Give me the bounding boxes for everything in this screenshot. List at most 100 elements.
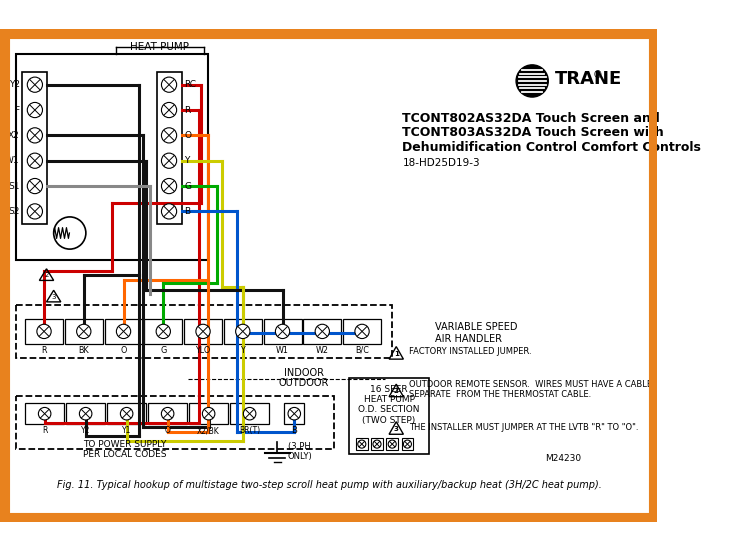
Text: RC: RC — [184, 80, 196, 89]
Circle shape — [27, 77, 43, 92]
Bar — [144, 319, 182, 344]
Text: 2: 2 — [44, 272, 49, 278]
Circle shape — [516, 65, 548, 97]
Text: W1: W1 — [5, 156, 20, 165]
Bar — [148, 403, 187, 424]
Circle shape — [358, 440, 366, 448]
Circle shape — [37, 324, 51, 338]
Text: TCONT802AS32DA Touch Screen and: TCONT802AS32DA Touch Screen and — [403, 112, 660, 125]
Text: Y: Y — [240, 345, 245, 355]
Bar — [66, 403, 105, 424]
Text: 2: 2 — [394, 388, 398, 395]
Circle shape — [404, 440, 412, 448]
Text: O: O — [165, 426, 171, 435]
Text: M24230: M24230 — [545, 454, 581, 463]
Text: S2: S2 — [8, 207, 20, 216]
Circle shape — [162, 407, 174, 420]
Text: OUTDOOR: OUTDOOR — [279, 379, 329, 388]
Circle shape — [276, 324, 290, 338]
Circle shape — [27, 179, 43, 193]
Circle shape — [202, 407, 215, 420]
Circle shape — [162, 204, 176, 219]
Circle shape — [156, 324, 171, 338]
Circle shape — [76, 324, 91, 338]
Circle shape — [373, 440, 381, 448]
Text: BR(T): BR(T) — [239, 426, 260, 435]
Circle shape — [162, 77, 176, 92]
Bar — [16, 396, 334, 450]
Text: Dehumidification Control Comfort Controls: Dehumidification Control Comfort Control… — [403, 141, 701, 154]
Text: W2: W2 — [316, 345, 329, 355]
Bar — [104, 319, 143, 344]
Text: X2: X2 — [8, 131, 20, 140]
Bar — [16, 54, 209, 260]
Circle shape — [38, 407, 51, 420]
Text: R: R — [42, 426, 47, 435]
Text: INDOOR: INDOOR — [284, 369, 324, 379]
Text: O: O — [184, 131, 191, 140]
Circle shape — [288, 407, 301, 420]
Circle shape — [162, 128, 176, 143]
Text: 18-HD25D19-3: 18-HD25D19-3 — [403, 158, 480, 168]
Text: 1: 1 — [394, 351, 398, 356]
Circle shape — [388, 440, 396, 448]
Text: G: G — [184, 182, 191, 191]
Bar — [22, 72, 47, 224]
Bar — [371, 438, 383, 450]
Text: OUTDOOR REMOTE SENSOR.  WIRES MUST HAVE A CABLE
SEPARATE  FROM THE THERMOSTAT CA: OUTDOOR REMOTE SENSOR. WIRES MUST HAVE A… — [409, 380, 652, 399]
Circle shape — [27, 102, 43, 117]
Bar — [401, 438, 413, 450]
Text: Y2: Y2 — [81, 426, 90, 435]
Text: YLO: YLO — [196, 345, 211, 355]
Bar — [189, 403, 229, 424]
Text: Y1: Y1 — [122, 426, 132, 435]
Text: 16 SEER
HEAT PUMP
O.D. SECTION
(TWO STEP): 16 SEER HEAT PUMP O.D. SECTION (TWO STEP… — [359, 385, 420, 425]
Circle shape — [162, 179, 176, 193]
Text: TO POWER SUPPLY
PER LOCAL CODES: TO POWER SUPPLY PER LOCAL CODES — [84, 440, 167, 459]
Bar — [304, 319, 341, 344]
Bar — [356, 438, 368, 450]
Circle shape — [79, 407, 92, 420]
Text: O: O — [121, 345, 126, 355]
Circle shape — [116, 324, 131, 338]
Circle shape — [54, 217, 86, 249]
Text: R: R — [184, 106, 190, 115]
Text: TCONT803AS32DA Touch Screen with: TCONT803AS32DA Touch Screen with — [403, 126, 664, 139]
Bar — [65, 319, 103, 344]
Circle shape — [243, 407, 256, 420]
Text: THE INSTALLER MUST JUMPER AT THE LVTB "R" TO "O".: THE INSTALLER MUST JUMPER AT THE LVTB "R… — [409, 423, 638, 431]
Text: Y: Y — [184, 156, 190, 165]
Text: 3: 3 — [394, 426, 398, 432]
Text: R: R — [41, 345, 47, 355]
Text: Fig. 11. Typical hookup of multistage two-step scroll heat pump with auxiliary/b: Fig. 11. Typical hookup of multistage tw… — [57, 480, 601, 490]
Circle shape — [27, 204, 43, 219]
Text: TRANE: TRANE — [554, 70, 622, 88]
Circle shape — [121, 407, 133, 420]
Text: B/C: B/C — [355, 345, 369, 355]
Circle shape — [236, 324, 250, 338]
Bar — [16, 305, 392, 358]
Bar — [264, 319, 301, 344]
Text: F: F — [15, 106, 20, 115]
Text: FACTORY INSTALLED JUMPER.: FACTORY INSTALLED JUMPER. — [409, 348, 531, 356]
Text: 3: 3 — [51, 294, 56, 300]
Text: B: B — [184, 207, 190, 216]
Bar — [224, 319, 262, 344]
Bar — [25, 319, 63, 344]
Bar — [284, 403, 304, 424]
Text: (3 PH
ONLY): (3 PH ONLY) — [287, 441, 312, 461]
Text: Y2: Y2 — [9, 80, 20, 89]
Bar — [230, 403, 269, 424]
Text: G: G — [160, 345, 166, 355]
Bar — [349, 378, 429, 454]
Text: ®: ® — [593, 69, 603, 80]
Circle shape — [315, 324, 329, 338]
Text: B: B — [291, 426, 297, 435]
Text: BK: BK — [79, 345, 89, 355]
Bar — [387, 438, 398, 450]
Bar — [343, 319, 381, 344]
Text: S1: S1 — [8, 182, 20, 191]
Bar — [25, 403, 64, 424]
Circle shape — [27, 153, 43, 168]
Bar — [157, 72, 182, 224]
